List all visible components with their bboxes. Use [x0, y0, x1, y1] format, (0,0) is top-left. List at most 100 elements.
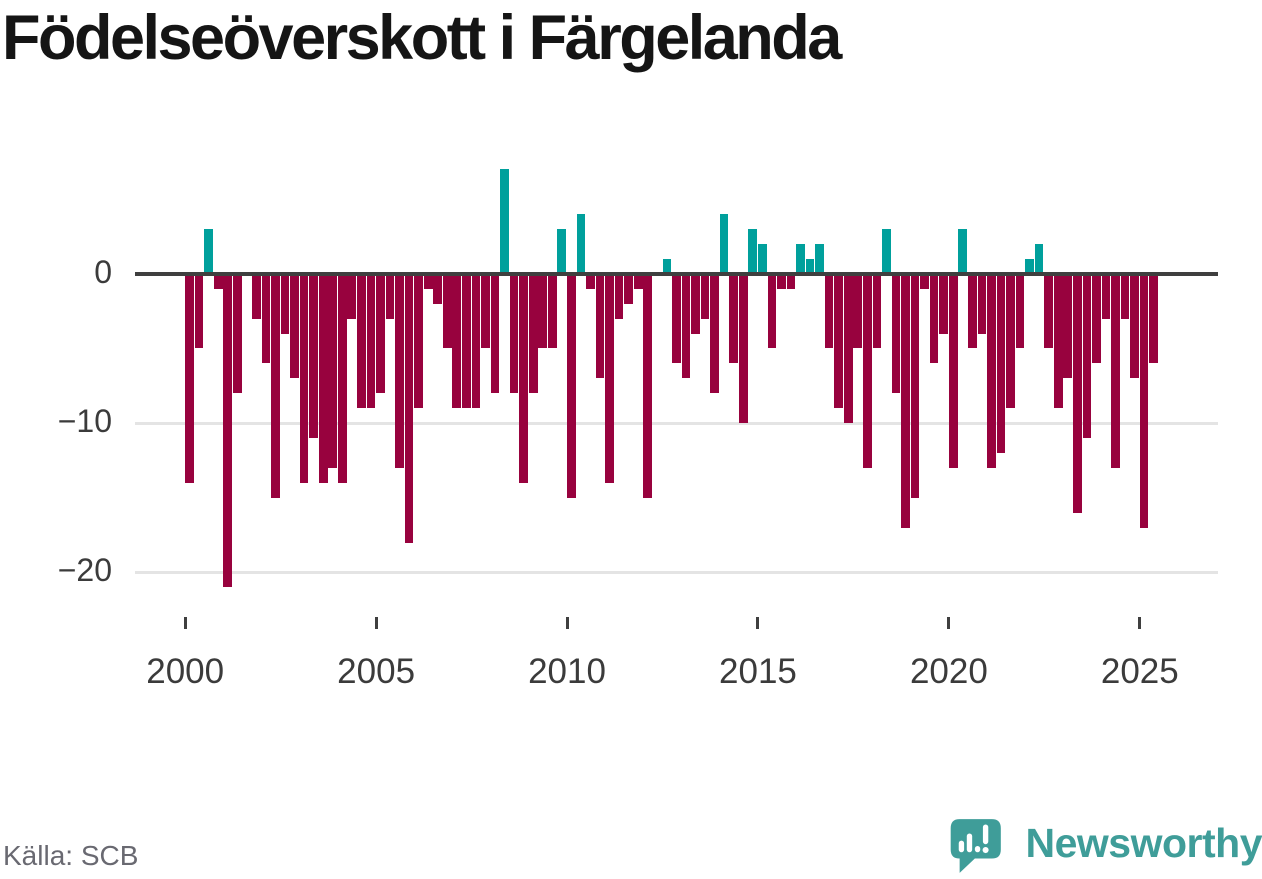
bar-2015Q2: [767, 273, 777, 349]
bar-2022Q4: [1053, 273, 1063, 409]
zero-axis-line: [135, 271, 1218, 276]
bar-2022Q2: [1034, 243, 1044, 274]
bar-2016Q1: [796, 243, 805, 274]
bar-2002Q4: [290, 273, 299, 379]
bar-2003Q4: [328, 273, 338, 468]
bar-2013Q2: [691, 273, 700, 334]
bar-2019Q4: [939, 273, 949, 334]
bar-2006Q4: [442, 273, 452, 349]
bar-2018Q2: [882, 229, 891, 274]
bar-2016Q2: [805, 258, 815, 274]
bar-2014Q3: [738, 273, 748, 424]
bar-2017Q1: [834, 273, 843, 409]
bar-2001Q2: [232, 273, 242, 394]
bar-2018Q1: [872, 273, 882, 349]
bar-2023Q1: [1063, 273, 1073, 379]
bar-2006Q3: [433, 273, 443, 304]
bar-2010Q3: [586, 273, 595, 289]
x-axis-label: 2025: [1100, 652, 1179, 691]
bar-2005Q1: [376, 273, 385, 394]
bar-2007Q3: [471, 273, 481, 409]
newsworthy-logo-icon: [950, 819, 1001, 873]
bar-2005Q2: [385, 273, 395, 319]
bar-2021Q3: [1006, 273, 1015, 409]
bar-2019Q3: [929, 273, 939, 364]
bar-2009Q1: [528, 273, 538, 394]
bar-2014Q4: [748, 229, 758, 274]
x-axis-label: 2010: [528, 652, 606, 691]
bar-2010Q2: [576, 214, 586, 274]
bar-2001Q1: [223, 273, 233, 588]
x-axis-label: 2020: [909, 652, 988, 691]
bar-2002Q3: [280, 273, 290, 334]
bar-2005Q4: [404, 273, 414, 543]
bar-2009Q4: [557, 229, 567, 274]
bar-2006Q1: [414, 273, 423, 409]
bar-2014Q1: [719, 214, 729, 274]
bar-2020Q3: [967, 273, 977, 349]
bar-2008Q2: [500, 169, 509, 274]
bar-2004Q4: [366, 273, 376, 409]
x-axis-tick-2005: [374, 617, 378, 629]
bar-2011Q1: [605, 273, 614, 483]
bar-2020Q1: [948, 273, 958, 468]
gridline-−10: [135, 421, 1218, 425]
bar-2024Q2: [1111, 273, 1120, 468]
bar-2015Q3: [777, 273, 786, 289]
bar-2017Q4: [862, 273, 872, 468]
bar-2014Q2: [729, 273, 738, 364]
bar-2002Q1: [261, 273, 271, 364]
x-axis-tick-2010: [565, 617, 569, 629]
x-axis-tick-2025: [1138, 617, 1142, 629]
bar-2023Q3: [1082, 273, 1092, 439]
bar-2022Q1: [1025, 258, 1034, 274]
bar-2003Q1: [299, 273, 309, 483]
bar-2025Q2: [1149, 273, 1159, 364]
bar-2001Q4: [252, 273, 261, 319]
bar-2020Q2: [958, 229, 968, 274]
bar-2024Q1: [1101, 273, 1111, 319]
bar-2010Q4: [595, 273, 605, 379]
x-axis-label: 2015: [719, 652, 797, 691]
y-axis-label: −20: [57, 552, 112, 589]
bar-2025Q1: [1139, 273, 1149, 528]
bar-2002Q2: [271, 273, 280, 498]
bar-2006Q2: [423, 273, 433, 289]
bar-2012Q3: [662, 258, 672, 274]
bar-2010Q1: [567, 273, 576, 498]
source-note: Källa: SCB: [3, 840, 139, 871]
bar-2004Q3: [357, 273, 366, 409]
bar-2009Q2: [538, 273, 548, 349]
bar-2000Q1: [185, 273, 194, 483]
bar-2007Q4: [481, 273, 490, 349]
bar-2000Q4: [213, 273, 223, 289]
gridline-−20: [135, 570, 1218, 574]
bar-2021Q4: [1015, 273, 1025, 349]
bar-2004Q2: [347, 273, 357, 319]
bar-2017Q3: [853, 273, 863, 349]
bar-2021Q1: [987, 273, 996, 468]
bar-2021Q2: [996, 273, 1006, 453]
x-axis-tick-2020: [947, 617, 951, 629]
chart-title: Födelseöverskott i Färgelanda: [2, 3, 842, 73]
bar-2015Q4: [786, 273, 796, 289]
bar-2019Q2: [920, 273, 929, 289]
bar-2004Q1: [337, 273, 347, 483]
x-axis-tick-2015: [756, 617, 760, 629]
bar-2000Q3: [204, 229, 213, 274]
bar-2022Q3: [1044, 273, 1054, 349]
bar-2007Q2: [462, 273, 471, 409]
bar-2016Q3: [815, 243, 824, 274]
bar-2005Q3: [395, 273, 404, 468]
bar-2008Q1: [490, 273, 500, 394]
bar-2008Q3: [509, 273, 519, 394]
bar-2003Q3: [318, 273, 328, 483]
bar-2008Q4: [519, 273, 528, 483]
x-axis-label: 2000: [146, 652, 225, 691]
bar-2020Q4: [977, 273, 987, 334]
y-axis-label: −10: [57, 403, 112, 440]
bar-2000Q2: [194, 273, 204, 349]
bar-2011Q4: [633, 273, 643, 289]
